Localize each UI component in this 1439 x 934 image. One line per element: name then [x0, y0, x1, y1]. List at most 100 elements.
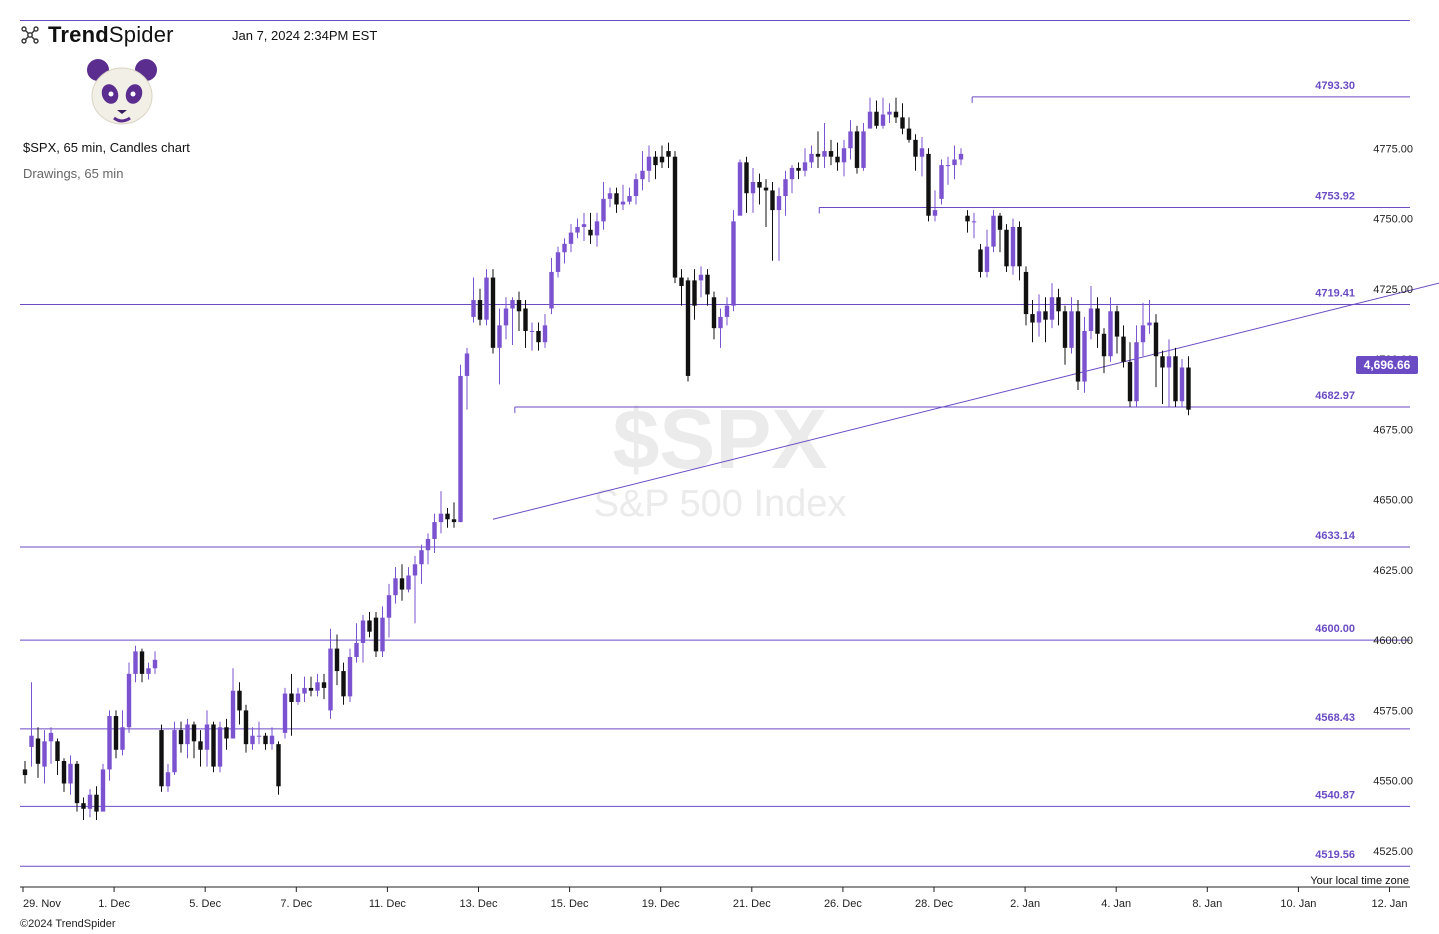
watermark-name: S&P 500 Index: [594, 483, 847, 525]
candle-body: [1166, 356, 1172, 368]
price-tick-label: 4750.00: [1373, 214, 1413, 226]
candle-body: [1030, 314, 1035, 323]
candle-body: [932, 210, 938, 216]
candle-body: [367, 620, 372, 632]
candle-body: [81, 803, 86, 809]
candle-body: [633, 179, 639, 197]
candle-body: [770, 190, 775, 211]
trendline-group[interactable]: [492, 168, 1439, 520]
drawings-label[interactable]: Drawings, 65 min: [23, 166, 124, 181]
candle-body: [718, 316, 723, 329]
candle-body: [328, 648, 333, 711]
candle-body: [1004, 229, 1009, 267]
level-label: 4519.56: [1315, 849, 1355, 861]
candle-body: [133, 651, 138, 674]
price-tick-label: 4625.00: [1373, 565, 1413, 577]
candle-body: [425, 538, 431, 551]
candle-body: [497, 325, 502, 348]
candle-body: [1179, 367, 1185, 402]
candle-body: [1075, 311, 1081, 382]
watermark-symbol: $SPX: [613, 392, 828, 486]
candle-body: [1010, 226, 1016, 267]
candle-body: [35, 738, 41, 764]
price-tick-label: 4775.00: [1373, 143, 1413, 155]
watermark: $SPX S&P 500 Index: [594, 392, 847, 525]
candle-body: [653, 156, 658, 166]
candle-body: [503, 308, 509, 326]
candle-body: [139, 651, 145, 674]
level-label: 4568.43: [1315, 712, 1355, 724]
candle-body: [906, 128, 912, 140]
price-tick-label: 4725.00: [1373, 284, 1413, 296]
candle-body: [451, 519, 457, 523]
candle-body: [685, 280, 691, 376]
candle-body: [282, 693, 288, 733]
candle-body: [438, 513, 444, 523]
candle-body: [256, 735, 262, 737]
candle-body: [789, 167, 795, 180]
candle-body: [185, 724, 190, 745]
candle-body: [237, 690, 242, 711]
top-border-line: [20, 20, 1410, 21]
time-tick-label: 19. Dec: [642, 898, 680, 910]
candle-body: [458, 375, 463, 523]
candle-body: [542, 325, 548, 343]
candle-body: [308, 687, 314, 691]
candle-body: [978, 249, 983, 272]
candle-body: [919, 148, 925, 157]
price-tick-label: 4575.00: [1373, 705, 1413, 717]
level-label: 4540.87: [1315, 789, 1355, 801]
candle-body: [666, 151, 671, 157]
candle-body: [302, 687, 307, 694]
price-tick-label: 4525.00: [1373, 846, 1413, 858]
candle-body: [874, 111, 879, 126]
candle-body: [373, 617, 379, 652]
candle-body: [178, 730, 184, 745]
candle-body: [1062, 311, 1068, 348]
candle-body: [984, 246, 990, 272]
candle-body: [926, 153, 931, 216]
candle-body: [490, 277, 496, 348]
candle-body: [945, 165, 951, 167]
candle-body: [536, 330, 541, 343]
level-label: 4633.14: [1315, 530, 1356, 542]
candle-body: [445, 513, 450, 520]
candle-body: [243, 710, 249, 745]
candle-body: [295, 693, 301, 702]
candle-body: [334, 648, 340, 672]
time-tick-label: 13. Dec: [460, 898, 498, 910]
last-price-badge: 4,696.66: [1356, 356, 1418, 374]
candle-body: [900, 117, 905, 129]
candle-body: [750, 181, 756, 194]
candle-body: [198, 741, 203, 750]
candle-body: [815, 153, 821, 157]
time-axis[interactable]: 29. Nov 1. Dec 5. Dec 7. Dec 11. Dec 13. Dec 1…: [20, 886, 1410, 910]
copyright: ©2024 TrendSpider: [20, 918, 116, 930]
candle-body: [393, 578, 398, 596]
candle-body: [1114, 311, 1120, 337]
candle-body: [269, 735, 275, 745]
candle-body: [555, 252, 561, 272]
candle-body: [347, 657, 353, 697]
candle-body: [679, 277, 684, 286]
trendspider-logo[interactable]: TrendSpider: [18, 22, 174, 48]
candle-body: [698, 274, 704, 281]
candle-body: [965, 215, 970, 222]
candle-body: [1173, 356, 1178, 402]
candle-body: [380, 617, 385, 652]
candle-body: [887, 111, 892, 115]
candle-body: [126, 673, 132, 728]
candle-body: [107, 716, 112, 770]
time-tick-label: 11. Dec: [369, 898, 407, 910]
candle-body: [204, 724, 210, 750]
candle-body: [165, 772, 171, 787]
candle-body: [731, 221, 736, 306]
price-axis[interactable]: 4525.00 4550.00 4575.00 4600.00 4625.00 4650.…: [1373, 143, 1413, 858]
timezone-label[interactable]: Your local time zone: [1310, 875, 1409, 887]
candle-body: [61, 761, 67, 784]
candle-body: [412, 564, 418, 576]
level-label: 4682.97: [1315, 390, 1355, 402]
candle-body: [939, 165, 944, 199]
candle-body: [1088, 308, 1094, 331]
